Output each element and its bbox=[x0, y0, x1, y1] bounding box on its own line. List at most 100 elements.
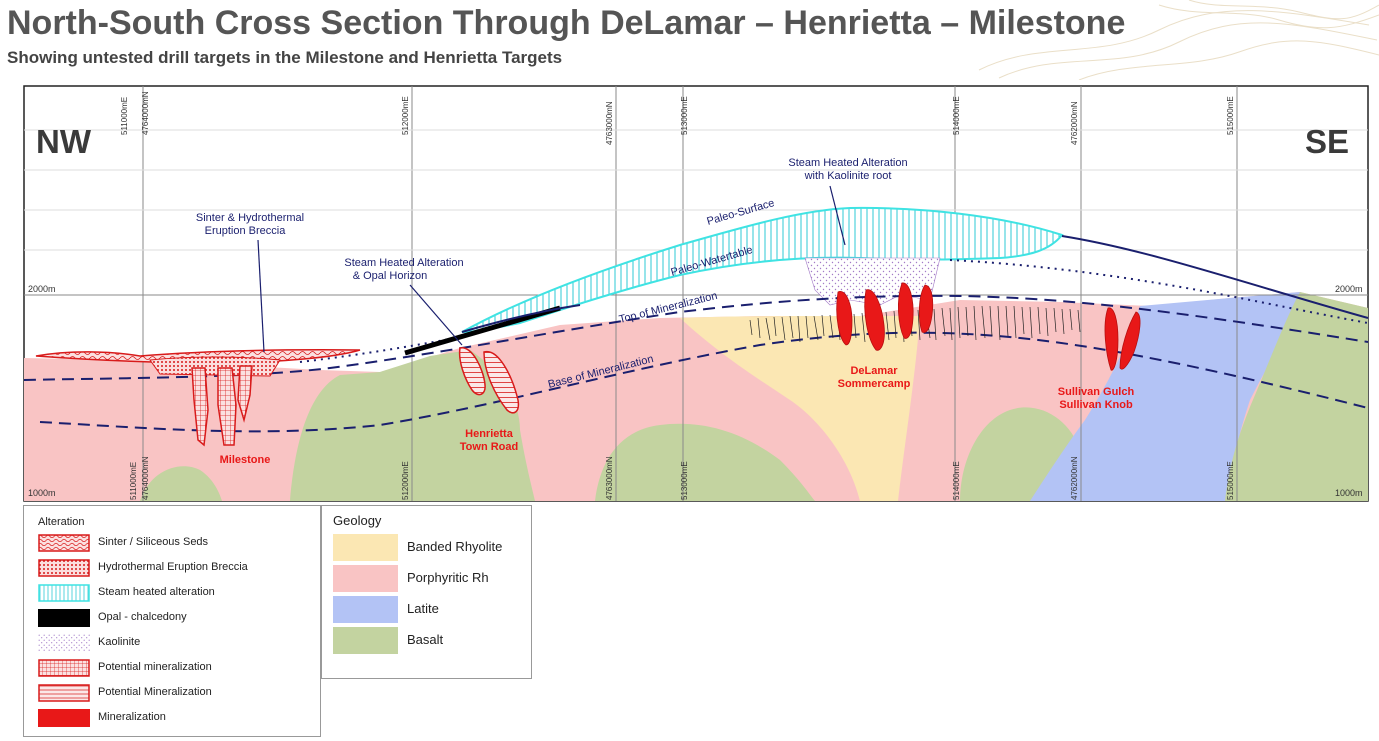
grid-label-bottom: 4763000mN bbox=[605, 456, 614, 500]
legend-item: Steam heated alteration bbox=[38, 584, 318, 604]
wavy-red-hatch-icon bbox=[38, 534, 90, 552]
legend-item: Potential Mineralization bbox=[38, 684, 318, 704]
steam-heated-alteration bbox=[461, 206, 1064, 333]
basalt-swatch bbox=[333, 627, 398, 654]
legend-item: Potential mineralization bbox=[38, 659, 318, 679]
elevation-label: 1000m bbox=[1335, 488, 1363, 498]
legend-item-label: Sinter / Siliceous Seds bbox=[98, 536, 209, 548]
top-mineralization-line bbox=[23, 294, 1369, 381]
grid-label-bottom: 4762000mN bbox=[1070, 456, 1079, 500]
legend-item: Mineralization bbox=[38, 709, 318, 729]
annotation-sinter: Eruption Breccia bbox=[205, 225, 287, 237]
porphyritic-swatch bbox=[333, 565, 398, 592]
henrietta-potential-mineralization bbox=[483, 351, 520, 414]
topographic-background bbox=[978, 0, 1379, 80]
geology-legend: Geology Banded Rhyolite Porphyritic Rh L… bbox=[321, 505, 532, 679]
legend-item-label: Steam heated alteration bbox=[98, 586, 215, 598]
grid-label-bottom: 514000mE bbox=[952, 461, 961, 500]
grid-label-top: 511000mE bbox=[120, 97, 129, 135]
purple-speckle-icon bbox=[38, 634, 90, 652]
target-label-delamar: Sommercamp bbox=[838, 378, 911, 390]
grid-label-top: 514000mE bbox=[952, 96, 961, 135]
direction-nw: NW bbox=[36, 123, 92, 160]
legend-item: Latite bbox=[333, 596, 528, 624]
delamar-mineralization bbox=[864, 289, 885, 351]
leader-line bbox=[257, 239, 265, 353]
legend-item-label: Potential Mineralization bbox=[98, 686, 212, 698]
legend-item: Basalt bbox=[333, 627, 528, 655]
direction-se: SE bbox=[1305, 123, 1349, 160]
grid-label-bottom: 511000mE bbox=[129, 462, 138, 500]
legend-item: Banded Rhyolite bbox=[333, 534, 528, 562]
legend-item: Porphyritic Rh bbox=[333, 565, 528, 593]
paleo-watertable-line bbox=[299, 259, 1369, 363]
legend-item: Sinter / Siliceous Seds bbox=[38, 534, 318, 554]
legend-item: Hydrothermal Eruption Breccia bbox=[38, 559, 318, 579]
grid-label-top: 4763000mN bbox=[605, 101, 614, 145]
page-subtitle: Showing untested drill targets in the Mi… bbox=[7, 48, 563, 67]
legend-item: Kaolinite bbox=[38, 634, 318, 654]
rhyolite-swatch bbox=[333, 534, 398, 561]
grid-label-bottom: 513000mE bbox=[680, 461, 689, 500]
page-title: North-South Cross Section Through DeLama… bbox=[7, 4, 1126, 42]
target-label-delamar: DeLamar bbox=[850, 365, 898, 377]
delamar-vein-stockwork bbox=[749, 305, 1081, 343]
legend-item-label: Basalt bbox=[407, 632, 444, 647]
henrietta-potential-mineralization bbox=[458, 347, 486, 396]
target-label-sullivan: Sullivan Gulch bbox=[1058, 386, 1135, 398]
legend-item-label: Porphyritic Rh bbox=[407, 570, 489, 585]
annotation-sinter: Sinter & Hydrothermal bbox=[196, 212, 304, 224]
target-label-henrietta: Henrietta bbox=[465, 428, 514, 440]
milestone-potential-mineralization bbox=[237, 365, 253, 423]
solid-black-icon bbox=[38, 609, 90, 627]
cyan-vertical-hatch-icon bbox=[38, 584, 90, 602]
alteration-legend-heading: Alteration bbox=[38, 516, 85, 528]
annotation-steam-kaolinite: with Kaolinite root bbox=[804, 170, 892, 182]
red-horizontal-hatch-icon bbox=[38, 684, 90, 702]
target-label-sullivan: Sullivan Knob bbox=[1059, 399, 1133, 411]
target-label-milestone: Milestone bbox=[220, 454, 271, 466]
delamar-mineralization bbox=[898, 282, 914, 339]
legend-item-label: Hydrothermal Eruption Breccia bbox=[98, 561, 248, 573]
basalt-unit bbox=[595, 423, 815, 501]
elevation-label: 1000m bbox=[28, 488, 56, 498]
elevation-label: 2000m bbox=[1335, 284, 1363, 294]
leader-line bbox=[409, 284, 463, 346]
legend-item-label: Mineralization bbox=[98, 711, 166, 723]
grid-label-top: 512000mE bbox=[401, 96, 410, 135]
legend-item: Opal - chalcedony bbox=[38, 609, 318, 629]
grid-label-top: 513000mE bbox=[680, 96, 689, 135]
grid-label-bottom: 515000mE bbox=[1226, 461, 1235, 500]
milestone-potential-mineralization bbox=[217, 367, 237, 446]
legend-item-label: Latite bbox=[407, 601, 439, 616]
basalt-unit bbox=[1225, 292, 1368, 501]
latite-unit bbox=[1030, 292, 1310, 501]
geology-legend-heading: Geology bbox=[333, 513, 382, 528]
milestone-potential-mineralization bbox=[191, 367, 209, 447]
legend-item-label: Kaolinite bbox=[98, 636, 141, 648]
grid-label-top: 4762000mN bbox=[1070, 101, 1079, 145]
eruption-breccia bbox=[149, 356, 281, 377]
legend-item-label: Banded Rhyolite bbox=[407, 539, 503, 554]
rhyolite-unit bbox=[680, 316, 920, 501]
grid-label-bottom: 4764000mN bbox=[141, 456, 150, 500]
target-label-henrietta: Town Road bbox=[460, 441, 518, 453]
delamar-mineralization bbox=[836, 291, 853, 346]
opal-horizon bbox=[461, 304, 581, 333]
annotation-steam-kaolinite: Steam Heated Alteration bbox=[788, 157, 907, 169]
legend-item-label: Potential mineralization bbox=[98, 661, 212, 673]
basalt-unit bbox=[140, 466, 222, 501]
red-grid-hatch-icon bbox=[38, 659, 90, 677]
sullivan-mineralization bbox=[1104, 307, 1119, 371]
delamar-mineralization bbox=[918, 284, 934, 333]
latite-swatch bbox=[333, 596, 398, 623]
grid-label-top: 4764000mN bbox=[141, 91, 150, 135]
legend-item-label: Opal - chalcedony bbox=[98, 611, 187, 623]
sullivan-mineralization bbox=[1119, 311, 1141, 370]
dotted-red-hatch-icon bbox=[38, 559, 90, 577]
annotation-steam-opal: Steam Heated Alteration bbox=[344, 257, 463, 269]
leader-line bbox=[829, 185, 846, 246]
grid-label-top: 515000mE bbox=[1226, 96, 1235, 135]
elevation-label: 2000m bbox=[28, 284, 56, 294]
